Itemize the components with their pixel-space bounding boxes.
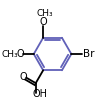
Text: CH₃: CH₃ — [37, 9, 53, 18]
Text: O: O — [39, 17, 47, 27]
Text: Br: Br — [83, 49, 95, 59]
Text: O: O — [16, 49, 24, 59]
Text: O: O — [19, 72, 27, 82]
Text: OH: OH — [32, 89, 47, 99]
Text: CH₃: CH₃ — [2, 50, 18, 58]
